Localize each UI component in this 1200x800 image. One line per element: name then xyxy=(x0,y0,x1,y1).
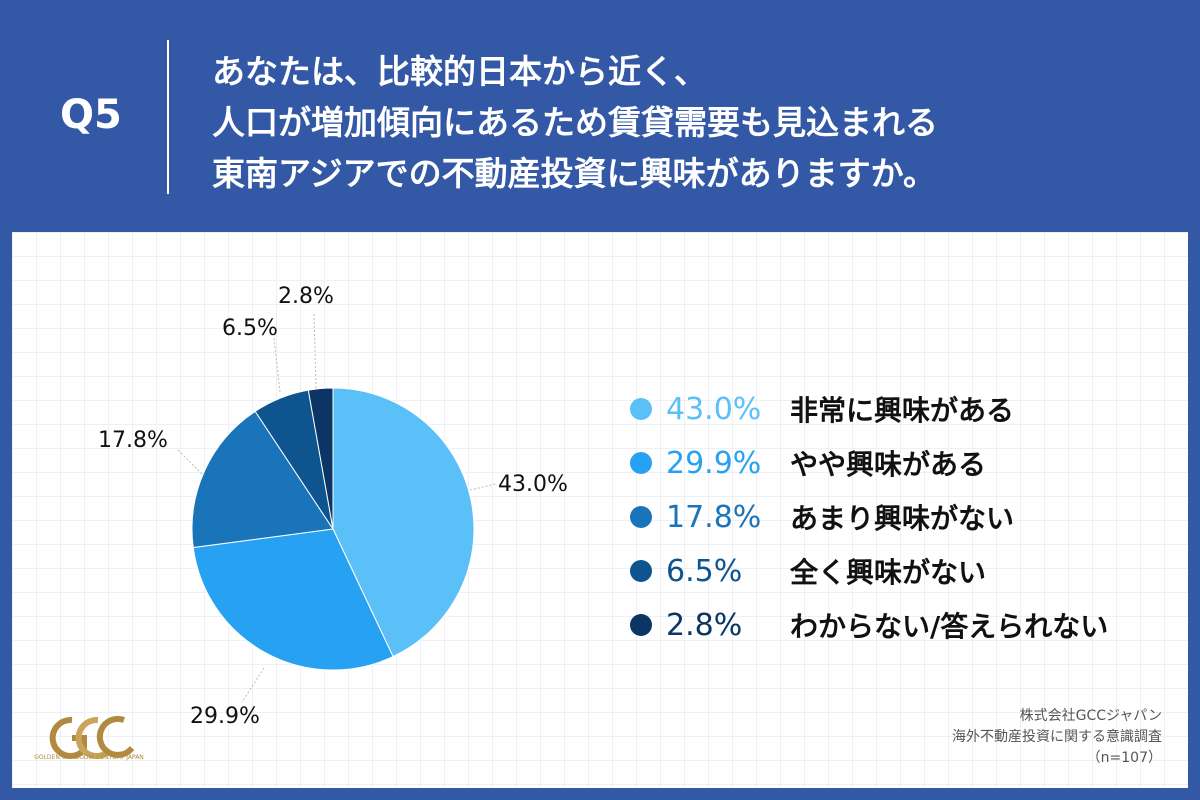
legend-label: やや興味がある xyxy=(790,448,987,481)
pie-slice-3 xyxy=(191,410,334,549)
pie-slice-1 xyxy=(332,387,475,658)
leader-line-3 xyxy=(177,449,203,475)
gcc-logo-icon xyxy=(49,715,134,759)
legend-percent: 6.5% xyxy=(666,553,743,589)
legend-label: 非常に興味がある xyxy=(790,394,1015,427)
logo-subtext: GOLDEN CAMBODIA CENTURY JAPAN xyxy=(34,754,144,761)
pie-label-3: 17.8% xyxy=(98,428,168,453)
legend-percent: 29.9% xyxy=(666,445,762,481)
source-company: 株式会社GCCジャパン xyxy=(1019,708,1162,724)
legend-percent: 17.8% xyxy=(666,499,762,535)
legend-item: 43.0% 非常に興味がある xyxy=(630,382,1108,436)
legend-label: 全く興味がない xyxy=(790,556,987,589)
header-divider xyxy=(167,40,169,194)
legend-label: あまり興味がない xyxy=(790,502,1015,535)
legend-percent: 2.8% xyxy=(666,607,743,643)
leader-line-2 xyxy=(241,667,265,703)
legend-dot-icon xyxy=(630,560,652,582)
source-note: 株式会社GCCジャパン 海外不動産投資に関する意識調査 （n=107） xyxy=(952,706,1162,769)
leader-line-5 xyxy=(313,313,317,389)
legend-percent: 43.0% xyxy=(666,391,762,427)
question-line-2: 人口が増加傾向にあるため賃貸需要も見込まれる xyxy=(212,103,938,142)
legend-item: 6.5% 全く興味がない xyxy=(630,544,1108,598)
question-line-3: 東南アジアでの不動産投資に興味がありますか。 xyxy=(212,154,937,193)
question-number: Q5 xyxy=(60,92,122,138)
source-survey: 海外不動産投資に関する意識調査 xyxy=(952,729,1162,745)
question-text: あなたは、比較的日本から近く、 人口が増加傾向にあるため賃貸需要も見込まれる 東… xyxy=(212,46,1172,199)
legend-dot-icon xyxy=(630,452,652,474)
legend-dot-icon xyxy=(630,614,652,636)
legend-item: 17.8% あまり興味がない xyxy=(630,490,1108,544)
legend-dot-icon xyxy=(630,506,652,528)
pie-slice-5 xyxy=(307,387,334,530)
legend-item: 2.8% わからない/答えられない xyxy=(630,598,1108,652)
pie-label-1: 43.0% xyxy=(498,472,568,497)
legend-label: わからない/答えられない xyxy=(790,610,1109,643)
legend-item: 29.9% やや興味がある xyxy=(630,436,1108,490)
pie-label-5: 2.8% xyxy=(278,284,334,309)
pie-slice-2 xyxy=(192,528,394,671)
leader-line-1 xyxy=(469,483,497,491)
pie-label-4: 6.5% xyxy=(222,316,278,341)
pie-label-2: 29.9% xyxy=(190,704,260,729)
pie-chart xyxy=(177,313,497,703)
header: Q5 あなたは、比較的日本から近く、 人口が増加傾向にあるため賃貸需要も見込まれ… xyxy=(0,0,1200,232)
legend-dot-icon xyxy=(630,398,652,420)
source-n: （n=107） xyxy=(1086,750,1162,766)
legend: 43.0% 非常に興味がある 29.9% やや興味がある 17.8% あまり興味がない 6.… xyxy=(630,382,1108,652)
chart-card: 43.0% 29.9% 17.8% 6.5% 2.8% 43.0% 非常に興味がある 29.… xyxy=(12,232,1188,788)
leader-line-4 xyxy=(273,337,281,393)
question-line-1: あなたは、比較的日本から近く、 xyxy=(212,52,707,91)
